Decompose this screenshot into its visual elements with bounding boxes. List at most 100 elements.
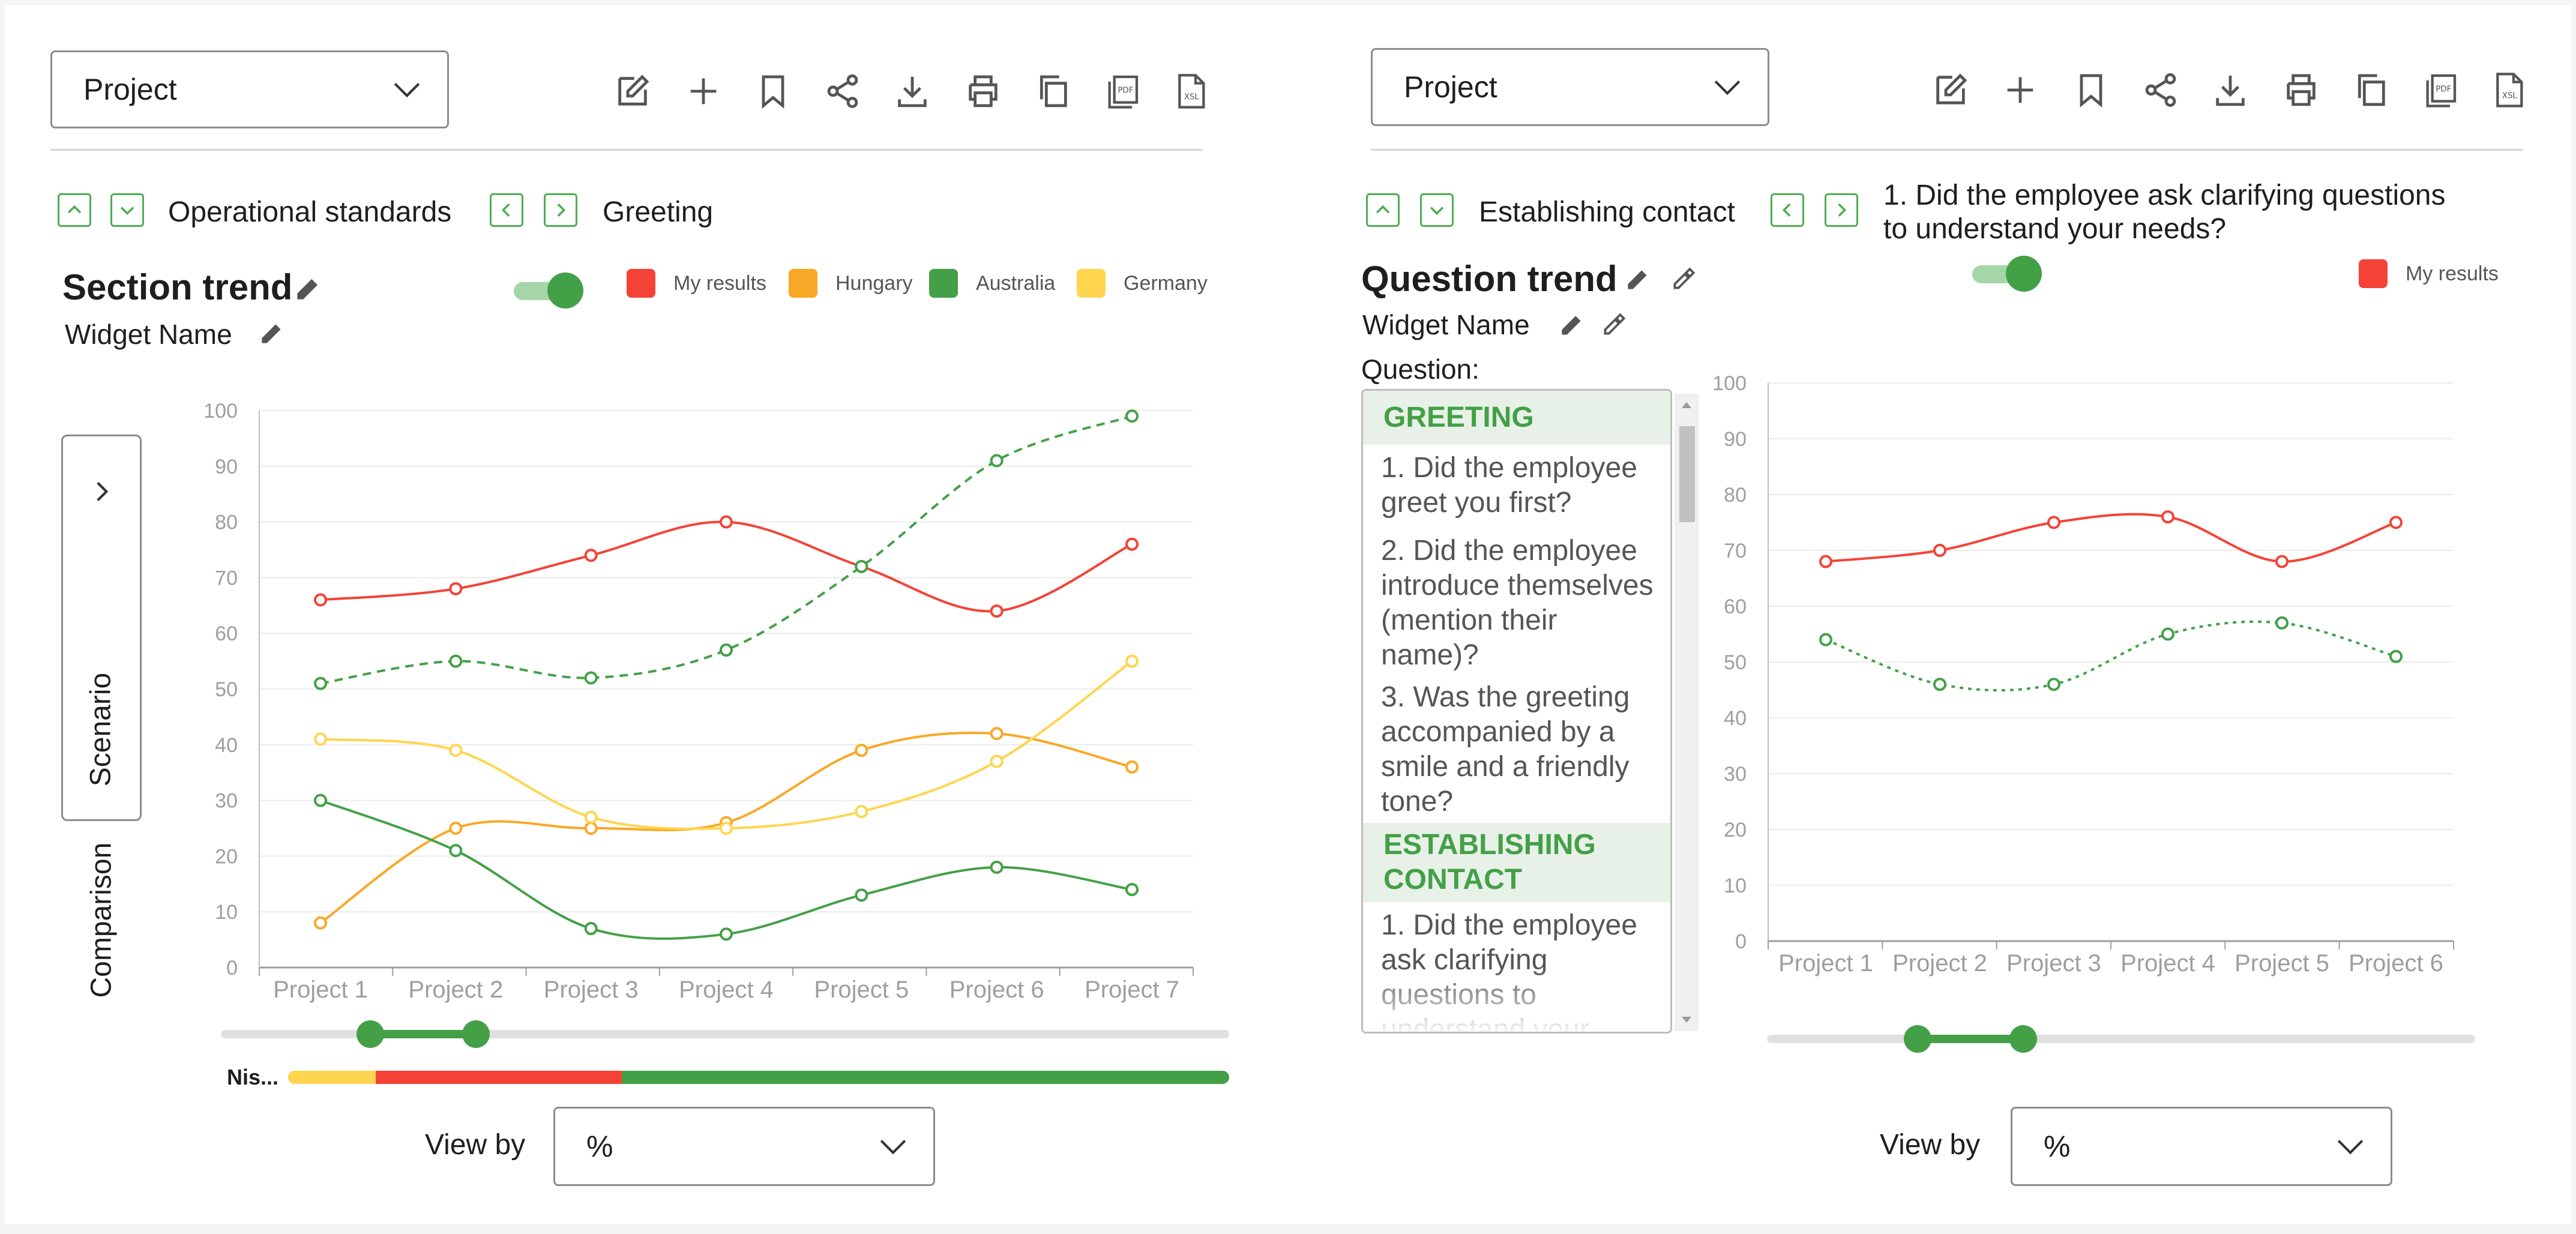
range-slider-handle-end[interactable]: [2009, 1025, 2037, 1053]
data-point[interactable]: [584, 671, 598, 685]
data-point[interactable]: [1933, 544, 1946, 557]
data-point[interactable]: [2389, 649, 2403, 663]
question-item[interactable]: 3. Was the greeting accompanied by a smi…: [1381, 681, 1630, 817]
data-point[interactable]: [449, 582, 463, 595]
data-point[interactable]: [720, 643, 733, 657]
data-point[interactable]: [1125, 654, 1139, 668]
series-line[interactable]: [320, 520, 1133, 613]
view-by-select[interactable]: %: [2011, 1107, 2392, 1186]
range-slider-handle-end[interactable]: [462, 1020, 490, 1048]
data-point[interactable]: [2275, 616, 2289, 630]
data-point[interactable]: [720, 515, 733, 529]
data-point[interactable]: [584, 822, 598, 835]
data-point[interactable]: [314, 593, 327, 607]
pencil-icon[interactable]: [293, 274, 323, 304]
scroll-down-arrow-icon[interactable]: [1682, 1017, 1691, 1023]
data-point[interactable]: [584, 810, 598, 824]
section-up-button[interactable]: [58, 193, 91, 227]
data-point[interactable]: [990, 454, 1004, 468]
data-point[interactable]: [2161, 627, 2174, 641]
data-point[interactable]: [1125, 883, 1139, 897]
data-point[interactable]: [314, 732, 327, 746]
print-button[interactable]: [2280, 68, 2323, 112]
data-point[interactable]: [720, 822, 733, 835]
range-slider-track[interactable]: [1767, 1035, 2475, 1043]
question-item[interactable]: 1. Did the employee greet you first?: [1381, 452, 1637, 519]
data-point[interactable]: [2275, 555, 2289, 568]
item-prev-button[interactable]: [490, 193, 523, 227]
legend-item[interactable]: Australia: [929, 269, 1055, 298]
data-point[interactable]: [314, 793, 327, 807]
data-point[interactable]: [449, 844, 463, 858]
section-down-button[interactable]: [1420, 193, 1454, 227]
data-point[interactable]: [2047, 516, 2060, 529]
scroll-up-arrow-icon[interactable]: [1682, 402, 1691, 408]
eyedropper-icon[interactable]: [1669, 264, 1699, 294]
legend-item[interactable]: Germany: [1077, 269, 1208, 298]
data-point[interactable]: [1125, 537, 1139, 551]
series-line[interactable]: [1825, 513, 2397, 563]
question-item[interactable]: 2. Did the employee introduce themselves…: [1381, 535, 1654, 671]
question-group-header[interactable]: GREETING: [1363, 391, 1670, 445]
data-point[interactable]: [990, 604, 1004, 618]
bookmark-button[interactable]: [751, 70, 795, 113]
data-point[interactable]: [449, 822, 463, 835]
scenario-tab[interactable]: [61, 435, 142, 821]
download-button[interactable]: [891, 70, 934, 113]
add-button[interactable]: [682, 70, 725, 113]
pencil-icon[interactable]: [1557, 310, 1587, 340]
xsl-button[interactable]: XSL: [2487, 68, 2530, 112]
add-button[interactable]: [1999, 68, 2042, 112]
data-point[interactable]: [314, 916, 327, 930]
data-point[interactable]: [720, 927, 733, 941]
xsl-button[interactable]: XSL: [1169, 70, 1212, 113]
edit-button[interactable]: [1929, 68, 1972, 112]
view-by-select[interactable]: %: [553, 1107, 935, 1186]
data-point[interactable]: [990, 754, 1004, 768]
data-point[interactable]: [2389, 516, 2403, 529]
project-select[interactable]: Project: [1371, 48, 1769, 126]
item-next-button[interactable]: [1825, 193, 1858, 227]
edit-button[interactable]: [611, 70, 654, 113]
print-button[interactable]: [961, 70, 1005, 113]
data-point[interactable]: [314, 676, 327, 690]
section-down-button[interactable]: [110, 193, 144, 227]
data-point[interactable]: [855, 744, 868, 757]
data-point[interactable]: [2047, 678, 2060, 691]
data-point[interactable]: [584, 922, 598, 936]
data-point[interactable]: [1125, 760, 1139, 774]
pencil-icon[interactable]: [257, 318, 287, 348]
share-button[interactable]: [2139, 68, 2182, 112]
data-point[interactable]: [1125, 409, 1139, 423]
data-point[interactable]: [1819, 633, 1832, 646]
data-point[interactable]: [1933, 678, 1946, 691]
project-select[interactable]: Project: [50, 50, 449, 128]
eyedropper-icon[interactable]: [1599, 310, 1629, 340]
question-group-header[interactable]: ESTABLISHING CONTACT: [1363, 823, 1670, 902]
download-button[interactable]: [2209, 68, 2252, 112]
data-point[interactable]: [990, 860, 1004, 874]
series-line[interactable]: [320, 415, 1133, 685]
copy-button[interactable]: [1031, 70, 1074, 113]
pdf-button[interactable]: PDF: [1101, 70, 1144, 113]
data-point[interactable]: [855, 805, 868, 819]
share-button[interactable]: [821, 70, 864, 113]
range-slider-handle-start[interactable]: [357, 1020, 384, 1048]
copy-button[interactable]: [2349, 68, 2392, 112]
question-list-scrollbar[interactable]: [1675, 394, 1699, 1031]
chevron-right-icon[interactable]: [86, 477, 116, 507]
data-point[interactable]: [990, 727, 1004, 741]
series-line[interactable]: [1825, 620, 2397, 692]
pencil-icon[interactable]: [1623, 264, 1653, 294]
data-point[interactable]: [449, 654, 463, 668]
pdf-button[interactable]: PDF: [2419, 68, 2462, 112]
question-list[interactable]: GREETING 1. Did the employee greet you f…: [1361, 389, 1672, 1034]
data-point[interactable]: [855, 888, 868, 902]
bookmark-button[interactable]: [2069, 68, 2113, 112]
data-point[interactable]: [584, 549, 598, 562]
range-slider-handle-start[interactable]: [1904, 1025, 1931, 1053]
data-point[interactable]: [1819, 555, 1832, 568]
data-point[interactable]: [855, 559, 868, 573]
data-point[interactable]: [2161, 510, 2174, 524]
legend-item[interactable]: My results: [2359, 259, 2499, 288]
